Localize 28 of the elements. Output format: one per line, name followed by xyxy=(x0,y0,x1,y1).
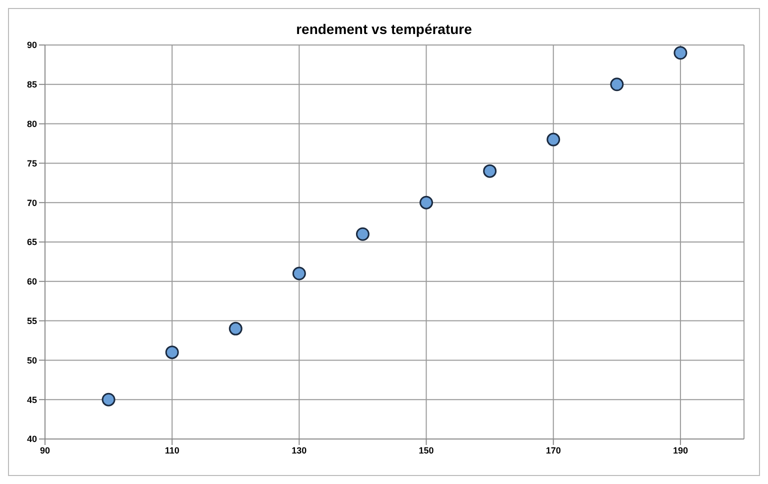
y-tick-label: 45 xyxy=(26,394,37,405)
point xyxy=(165,346,179,360)
point xyxy=(546,132,560,146)
y-tick-label: 85 xyxy=(26,80,37,90)
point xyxy=(356,227,370,241)
y-tick-label: 90 xyxy=(26,40,37,50)
point xyxy=(483,164,497,178)
x-tick-label: 170 xyxy=(546,445,561,456)
y-tick-label: 70 xyxy=(26,198,37,208)
chart-title: rendement vs température xyxy=(295,21,473,37)
y-tick-label: 75 xyxy=(26,158,37,168)
y-tick-label: 50 xyxy=(26,355,37,366)
y-tick-label: 65 xyxy=(26,237,37,248)
point xyxy=(674,46,688,60)
x-tick-label: 150 xyxy=(418,445,434,456)
y-tick-label: 40 xyxy=(26,434,37,444)
x-tick-label: 190 xyxy=(672,445,688,456)
point xyxy=(228,322,242,336)
x-tick-label: 90 xyxy=(40,445,50,456)
point xyxy=(420,196,434,210)
y-tick-label: 55 xyxy=(26,316,37,326)
y-tick-label: 80 xyxy=(26,118,37,129)
point xyxy=(102,392,116,406)
y-tick-label: 60 xyxy=(26,276,37,287)
point xyxy=(292,266,306,280)
x-tick-label: 110 xyxy=(164,445,180,456)
x-tick-label: 130 xyxy=(292,445,307,456)
point xyxy=(610,78,624,92)
